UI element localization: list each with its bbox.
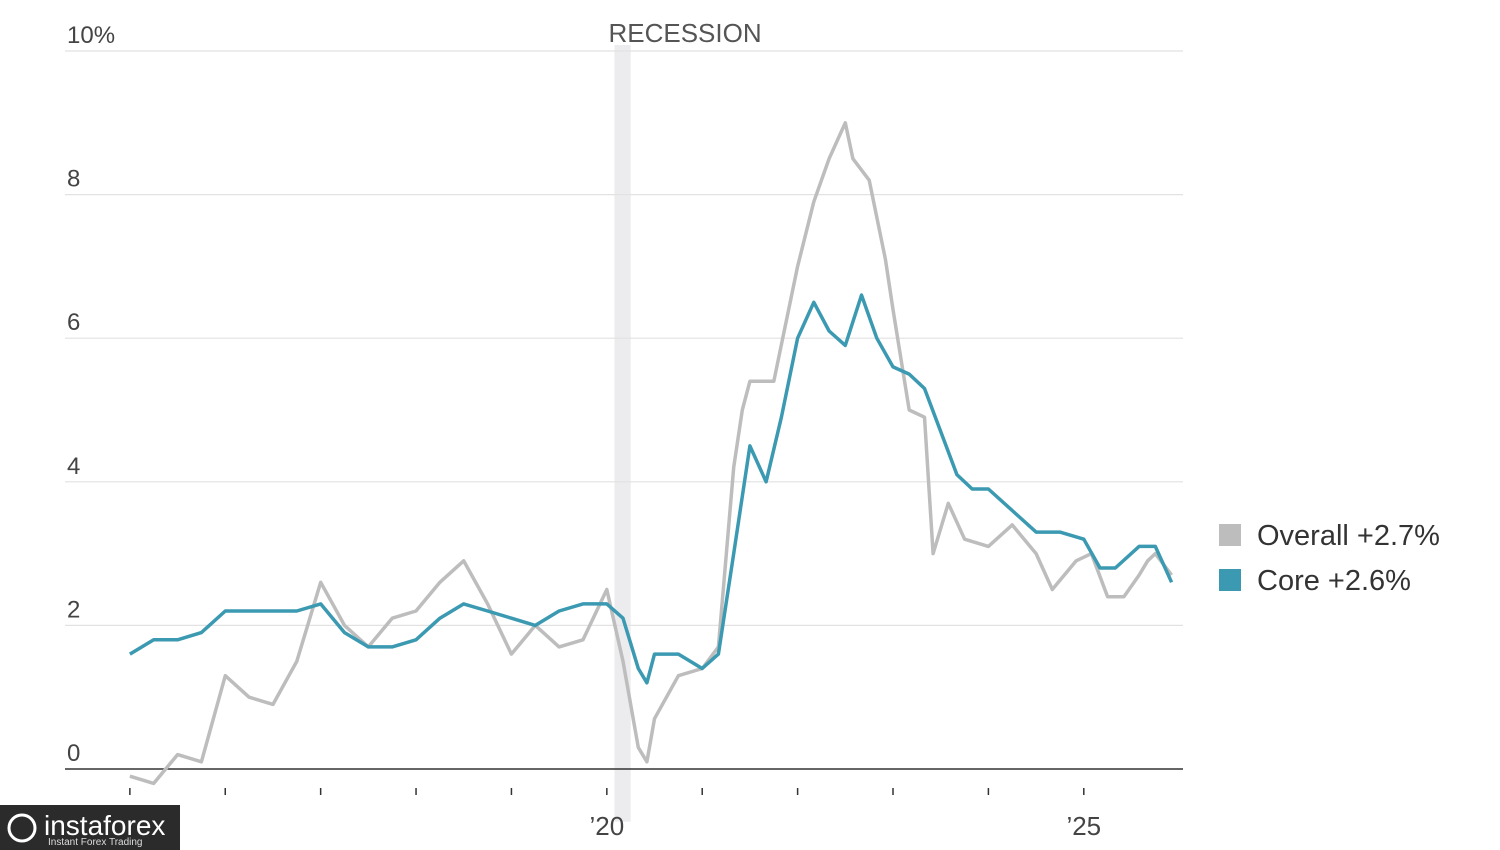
- y-tick-label: 10%: [67, 22, 115, 49]
- watermark-icon: [7, 813, 37, 843]
- series-line: [128, 293, 1174, 685]
- x-tick-label: ’25: [1066, 811, 1101, 841]
- watermark-tagline: Instant Forex Trading: [48, 837, 143, 848]
- legend-swatch: [1219, 524, 1241, 546]
- y-tick-label: 6: [67, 309, 80, 336]
- y-tick-label: 0: [67, 740, 80, 767]
- watermark-box: [0, 805, 180, 850]
- series-line: [129, 121, 1173, 786]
- legend-label: Core +2.6%: [1257, 565, 1411, 597]
- legend-label: Overall +2.7%: [1257, 520, 1440, 552]
- y-tick-label: 8: [67, 166, 80, 193]
- y-tick-label: 2: [67, 596, 80, 623]
- y-tick-label: 4: [67, 453, 80, 480]
- legend-swatch: [1219, 569, 1241, 591]
- recession-label: RECESSION: [608, 18, 761, 48]
- watermark: instaforex Instant Forex Trading: [0, 805, 180, 850]
- recession-band: [614, 45, 631, 822]
- watermark-name: instaforex: [44, 810, 165, 841]
- x-tick-label: ’20: [589, 811, 624, 841]
